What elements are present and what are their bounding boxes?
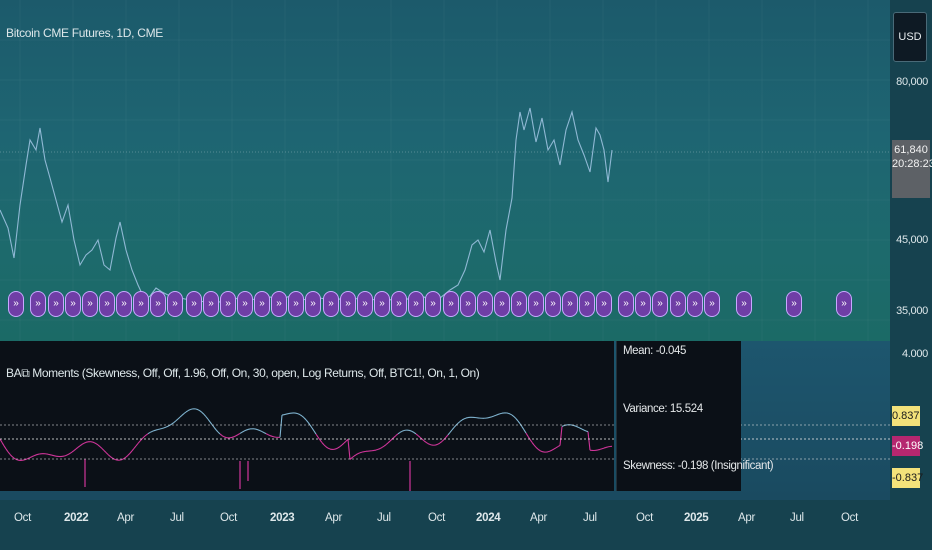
- currency-label: USD: [898, 31, 922, 43]
- signal-marker-icon[interactable]: »: [116, 291, 132, 317]
- current-price: 61,840: [894, 144, 928, 156]
- signal-marker-icon[interactable]: »: [836, 291, 852, 317]
- time-label: 2024: [476, 512, 501, 524]
- signal-marker-icon[interactable]: »: [460, 291, 476, 317]
- chart-title: Bitcoin CME Futures, 1D, CME: [6, 26, 163, 40]
- signal-marker-icon[interactable]: »: [596, 291, 612, 317]
- signal-marker-icon[interactable]: »: [167, 291, 183, 317]
- time-label: Oct: [841, 512, 858, 524]
- skewness-value-tag: -0.198: [892, 436, 923, 456]
- signal-marker-icon[interactable]: »: [288, 291, 304, 317]
- signal-marker-icon[interactable]: »: [133, 291, 149, 317]
- time-label: Apr: [325, 512, 342, 524]
- time-label: Apr: [530, 512, 547, 524]
- signal-marker-icon[interactable]: »: [65, 291, 81, 317]
- signal-marker-icon[interactable]: »: [652, 291, 668, 317]
- signal-marker-icon[interactable]: »: [425, 291, 441, 317]
- signal-marker-icon[interactable]: »: [340, 291, 356, 317]
- current-price-tag: 61,840 20:28:23: [892, 140, 932, 198]
- time-label: Oct: [220, 512, 237, 524]
- time-label: 2023: [270, 512, 295, 524]
- signal-marker-icon[interactable]: »: [48, 291, 64, 317]
- signal-marker-icon[interactable]: »: [687, 291, 703, 317]
- signal-marker-icon[interactable]: »: [736, 291, 752, 317]
- signal-marker-icon[interactable]: »: [150, 291, 166, 317]
- signal-marker-icon[interactable]: »: [704, 291, 720, 317]
- signal-marker-icon[interactable]: »: [30, 291, 46, 317]
- signal-marker-icon[interactable]: »: [545, 291, 561, 317]
- signal-marker-icon[interactable]: »: [357, 291, 373, 317]
- signal-marker-icon[interactable]: »: [8, 291, 24, 317]
- signal-marker-icon[interactable]: »: [374, 291, 390, 317]
- signal-marker-icon[interactable]: »: [271, 291, 287, 317]
- signal-marker-icon[interactable]: »: [528, 291, 544, 317]
- time-label: 2025: [684, 512, 709, 524]
- signal-marker-icon[interactable]: »: [254, 291, 270, 317]
- time-label: Oct: [428, 512, 445, 524]
- price-axis[interactable]: [890, 0, 932, 550]
- signal-marker-icon[interactable]: »: [408, 291, 424, 317]
- time-label: Oct: [636, 512, 653, 524]
- signal-marker-icon[interactable]: »: [186, 291, 202, 317]
- time-label: Jul: [377, 512, 391, 524]
- signal-marker-icon[interactable]: »: [323, 291, 339, 317]
- price-chart: [0, 107, 890, 303]
- time-axis[interactable]: [0, 500, 890, 550]
- signal-marker-icon[interactable]: »: [635, 291, 651, 317]
- time-label: Oct: [14, 512, 31, 524]
- upper-threshold-tag: 0.837: [892, 406, 920, 426]
- signal-marker-icon[interactable]: »: [477, 291, 493, 317]
- price-label-45000: 45,000: [896, 234, 928, 246]
- indicator-title[interactable]: BA⧉ Moments (Skewness, Off, Off, 1.96, O…: [6, 366, 480, 380]
- signal-marker-icon[interactable]: »: [203, 291, 219, 317]
- main-price-pane[interactable]: [0, 0, 890, 341]
- signal-marker-icon[interactable]: »: [305, 291, 321, 317]
- signal-marker-icon[interactable]: »: [786, 291, 802, 317]
- lower-threshold-tag: -0.837: [892, 468, 923, 488]
- stat-mean: Mean: -0.045: [623, 345, 686, 357]
- indicator-axis-top: 4.000: [901, 348, 928, 360]
- signal-marker-icon[interactable]: »: [618, 291, 634, 317]
- moments-stats-table: Mean: -0.045 Variance: 15.524 Skewness: …: [616, 341, 774, 491]
- signal-marker-icon[interactable]: »: [511, 291, 527, 317]
- price-label-80000: 80,000: [896, 76, 928, 88]
- signal-marker-icon[interactable]: »: [494, 291, 510, 317]
- signal-marker-icon[interactable]: »: [670, 291, 686, 317]
- stat-variance: Variance: 15.524: [623, 403, 703, 415]
- stat-skewness: Skewness: -0.198 (Insignificant): [623, 460, 774, 472]
- signal-marker-icon[interactable]: »: [220, 291, 236, 317]
- time-label: Jul: [170, 512, 184, 524]
- signal-marker-icon[interactable]: »: [391, 291, 407, 317]
- time-label: Jul: [583, 512, 597, 524]
- time-label: Jul: [790, 512, 804, 524]
- price-label-35000: 35,000: [896, 305, 928, 317]
- time-label: Apr: [117, 512, 134, 524]
- bar-countdown: 20:28:23: [892, 158, 932, 170]
- signal-marker-icon[interactable]: »: [443, 291, 459, 317]
- signal-marker-icon[interactable]: »: [99, 291, 115, 317]
- indicator-plot-background: [0, 341, 614, 491]
- time-label: Apr: [738, 512, 755, 524]
- time-label: 2022: [64, 512, 89, 524]
- indicator-threshold-lines: [0, 424, 890, 460]
- signal-marker-icon[interactable]: »: [82, 291, 98, 317]
- signal-marker-icon[interactable]: »: [562, 291, 578, 317]
- currency-button[interactable]: USD: [893, 12, 927, 62]
- signal-marker-icon[interactable]: »: [237, 291, 253, 317]
- signal-marker-icon[interactable]: »: [579, 291, 595, 317]
- skewness-chart: [0, 408, 613, 491]
